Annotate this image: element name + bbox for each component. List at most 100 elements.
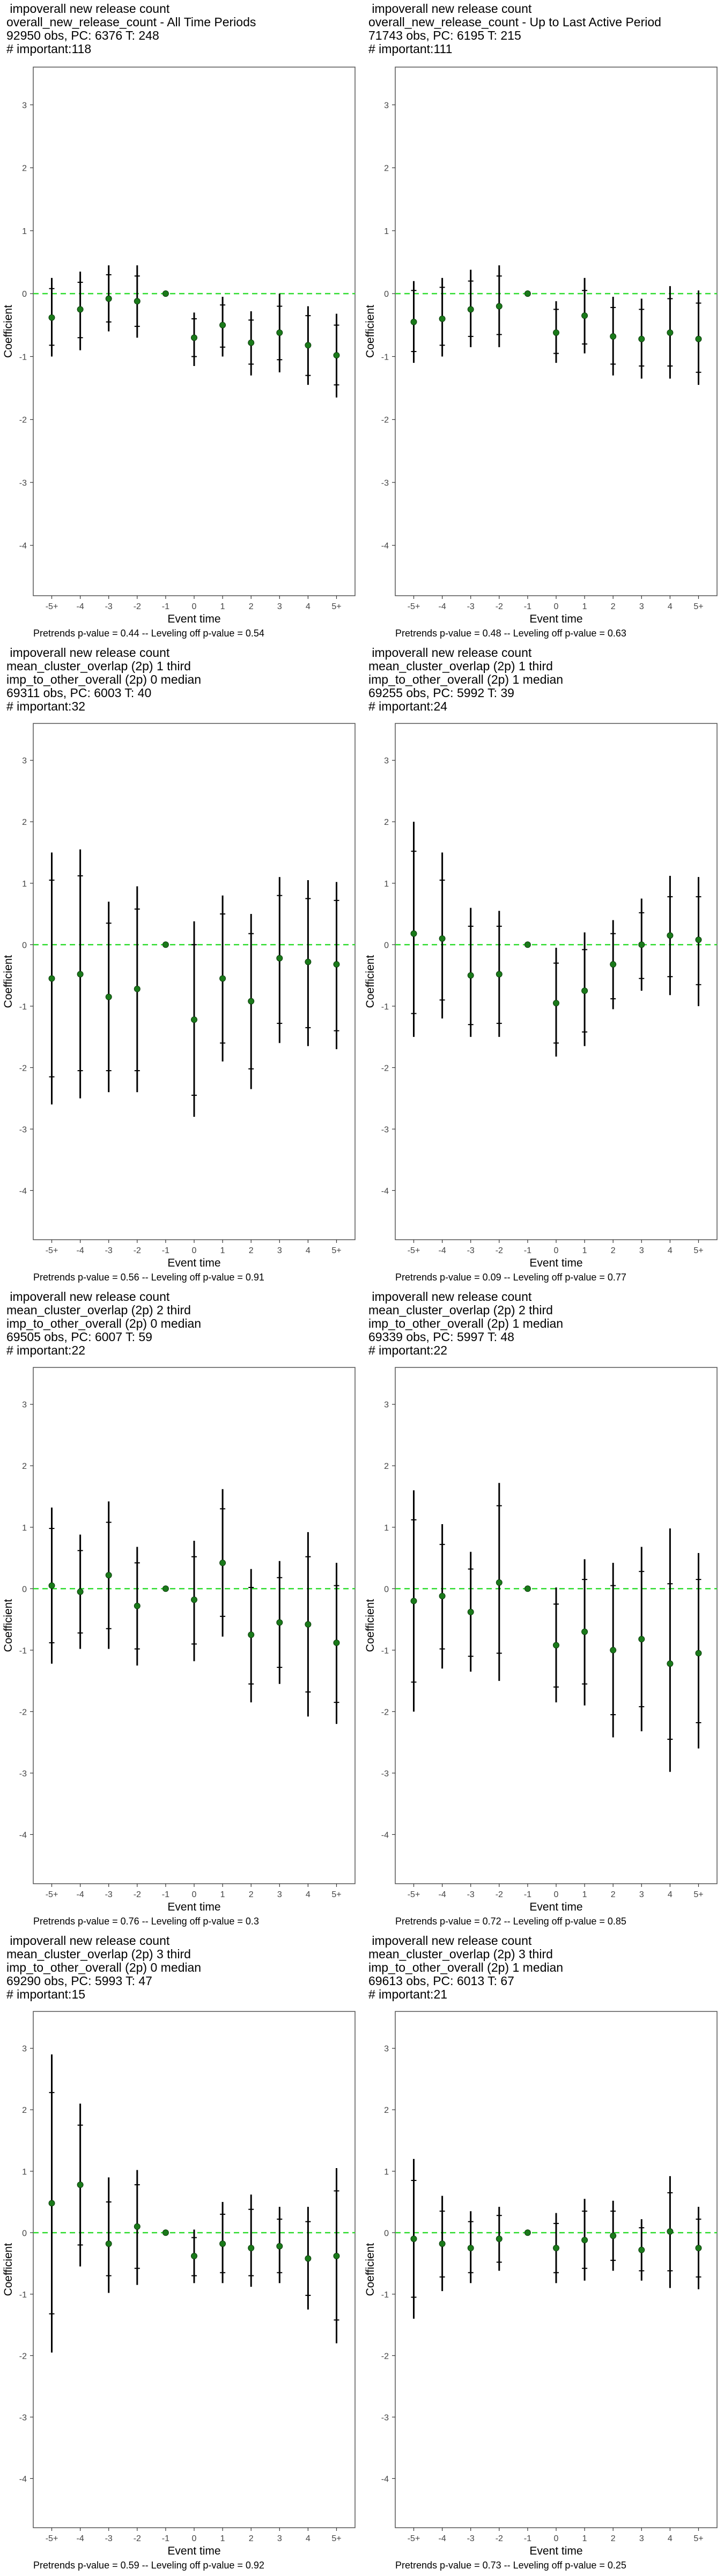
x-tick-label: -3 [105, 2534, 113, 2543]
x-tick-label: 2 [611, 2534, 616, 2543]
data-point--5+ [410, 1490, 417, 1712]
chart-panel: impoverall new release count mean_cluster… [0, 1932, 362, 2576]
data-point-4 [667, 2176, 674, 2288]
data-point-1 [581, 277, 588, 354]
plot-area: 3 2 1 0 -1 -2 -3 -4 -5+ -4 -3 -2 -1 0 1 2 3 4 5+ Event time… [2, 67, 356, 625]
chart-title-line: 92950 obs, PC: 6376 T: 248 [6, 28, 159, 42]
coefficient-point [581, 987, 588, 994]
data-point--3 [105, 902, 112, 1093]
chart-title-line: mean_cluster_overlap (2p) 3 third [368, 1947, 553, 1961]
y-tick-label: 1 [22, 1524, 27, 1533]
x-tick-label: -1 [524, 1890, 531, 1899]
coefficient-point [305, 1621, 312, 1628]
data-point--5+ [48, 852, 55, 1105]
data-point--1 [162, 941, 169, 948]
data-point--5+ [48, 277, 55, 357]
y-tick-label: -2 [381, 1064, 389, 1073]
chart-title-line: overall_new_release_count - All Time Per… [6, 15, 256, 29]
coefficient-point [77, 306, 84, 313]
data-point-1 [219, 297, 226, 357]
y-tick-label: -1 [381, 1002, 389, 1012]
x-tick-label: -2 [496, 1890, 503, 1899]
x-tick-label: -4 [76, 602, 84, 611]
coefficient-point [219, 2240, 226, 2247]
x-tick-label: -3 [467, 1890, 475, 1899]
x-tick-label: 3 [277, 2534, 282, 2543]
data-point-1 [219, 895, 226, 1062]
y-tick-label: -1 [19, 353, 27, 362]
coefficient-point [695, 936, 702, 943]
coefficient-point [638, 1636, 645, 1643]
y-tick-label: 0 [384, 2229, 389, 2238]
data-point-3 [276, 1561, 283, 1684]
x-tick-label: -5+ [408, 602, 420, 611]
x-tick-label: -2 [134, 2534, 141, 2543]
x-tick-label: 5+ [693, 1890, 703, 1899]
data-point-1 [219, 1489, 226, 1637]
data-point-5+ [695, 2207, 702, 2289]
x-tick-label: -4 [76, 1246, 84, 1255]
x-tick-label: 0 [192, 1890, 197, 1899]
data-point-4 [305, 2207, 312, 2310]
y-tick-label: 3 [22, 1401, 27, 1410]
y-tick-label: -3 [381, 1769, 389, 1779]
plot-area: 3 2 1 0 -1 -2 -3 -4 -5+ -4 -3 -2 -1 0 1 2 3 4 5+ Event time… [364, 723, 718, 1269]
coefficient-point [581, 1628, 588, 1635]
data-point-5+ [333, 1563, 340, 1724]
data-point-4 [305, 306, 312, 385]
x-axis-label: Event time [167, 613, 220, 625]
x-tick-label: -1 [524, 602, 531, 611]
coefficient-point [695, 335, 702, 342]
data-point-3 [638, 898, 645, 991]
data-point--2 [134, 265, 141, 338]
data-point-0 [191, 921, 197, 1117]
chart-panel: impoverall new release count mean_cluster… [362, 644, 724, 1288]
pvalue-footnote: Pretrends p-value = 0.48 -- Leveling off… [395, 628, 626, 639]
coefficient-point [105, 295, 112, 302]
y-tick-label: 0 [22, 290, 27, 299]
chart-title-line: 69255 obs, PC: 5992 T: 39 [368, 686, 514, 700]
data-point-1 [581, 2199, 588, 2281]
data-point-4 [667, 286, 674, 379]
y-tick-label: 0 [384, 290, 389, 299]
x-tick-label: 2 [611, 1890, 616, 1899]
y-tick-label: 2 [22, 1462, 27, 1471]
x-tick-label: 1 [220, 1890, 225, 1899]
x-tick-label: -4 [438, 2534, 446, 2543]
y-tick-label: -1 [19, 1646, 27, 1656]
x-tick-label: 5+ [331, 1246, 341, 1255]
y-tick-label: 0 [22, 2229, 27, 2238]
x-tick-label: 5+ [693, 1246, 703, 1255]
chart-title-line: impoverall new release count [6, 2, 170, 16]
y-tick-label: -4 [381, 1187, 389, 1196]
data-point-3 [638, 298, 645, 379]
y-tick-label: -3 [381, 2413, 389, 2423]
y-tick-label: -2 [19, 416, 27, 425]
x-tick-label: 1 [582, 2534, 587, 2543]
data-point--3 [467, 1552, 474, 1672]
chart-panel: impoverall new release count mean_cluster… [0, 644, 362, 1288]
y-tick-label: -1 [381, 353, 389, 362]
pvalue-footnote: Pretrends p-value = 0.44 -- Leveling off… [33, 628, 264, 639]
coefficient-point [410, 1598, 417, 1605]
x-axis-label: Event time [167, 1901, 220, 1913]
coefficient-point [553, 1642, 559, 1649]
coefficient-point [667, 1660, 674, 1667]
chart-title-line: # important:24 [368, 699, 448, 713]
data-point--4 [77, 849, 84, 1099]
x-tick-label: 4 [306, 1246, 311, 1255]
x-tick-label: 5+ [331, 602, 341, 611]
x-tick-label: 3 [639, 2534, 644, 2543]
chart-title-line: # important:22 [6, 1343, 86, 1357]
y-tick-label: -4 [19, 2475, 27, 2484]
plot-area: 3 2 1 0 -1 -2 -3 -4 -5+ -4 -3 -2 -1 0 1 2 3 4 5+ Event time… [364, 1367, 718, 1913]
data-point-2 [248, 311, 255, 376]
chart-title-line: overall_new_release_count - Up to Last A… [368, 15, 661, 29]
y-tick-label: -4 [19, 541, 27, 551]
y-axis-label: Coefficient [2, 955, 14, 1008]
data-point-0 [553, 948, 559, 1057]
x-axis-label: Event time [529, 613, 582, 625]
chart-title-line: impoverall new release count [368, 1934, 532, 1948]
x-tick-label: 2 [611, 1246, 616, 1255]
x-tick-label: -4 [438, 1890, 446, 1899]
